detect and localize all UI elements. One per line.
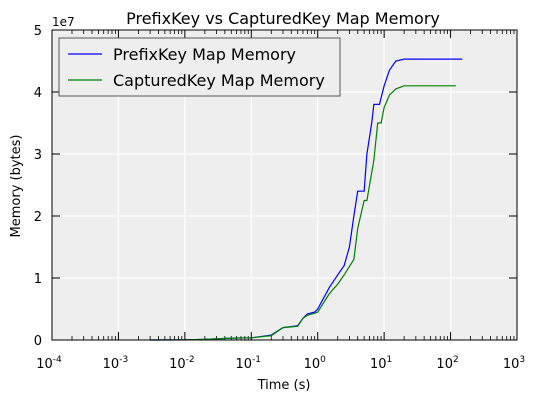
x-tick-label: 10-1 (236, 355, 262, 372)
plot-frame (51, 29, 518, 341)
x-tick-label: 101 (370, 355, 392, 372)
legend-label-capturedkey: CapturedKey Map Memory (113, 71, 325, 90)
major-ticks (51, 29, 518, 341)
y-offset-label: 1e7 (52, 15, 75, 29)
chart-title: PrefixKey vs CapturedKey Map Memory (126, 9, 440, 28)
x-tick-label: 102 (436, 355, 458, 372)
x-tick-label: 100 (304, 355, 327, 372)
legend-label-prefixkey: PrefixKey Map Memory (113, 45, 296, 64)
series-lines (150, 58, 463, 341)
y-tick-label: 5 (34, 24, 42, 39)
y-tick-label: 1 (34, 272, 42, 287)
x-tick-label: 10-2 (169, 355, 195, 372)
x-tick-label: 10-3 (103, 355, 129, 372)
y-tick-label: 2 (34, 210, 42, 225)
series-line-capturedkey (150, 85, 456, 341)
minor-ticks (71, 30, 515, 340)
x-tick-labels: 10-4 10-3 10-2 10-1 100 101 102 103 (36, 355, 525, 372)
legend: PrefixKey Map Memory CapturedKey Map Mem… (58, 37, 341, 97)
x-axis-label: Time (s) (257, 378, 311, 393)
y-tick-label: 0 (34, 334, 42, 349)
x-tick-label: 10-4 (36, 355, 62, 372)
y-tick-label: 4 (34, 86, 42, 101)
y-tick-label: 3 (34, 148, 42, 163)
y-tick-labels: 0 1 2 3 4 5 (34, 24, 42, 349)
x-tick-label: 103 (503, 355, 525, 372)
legend-box (58, 37, 341, 97)
y-axis-label: Memory (bytes) (9, 135, 24, 238)
